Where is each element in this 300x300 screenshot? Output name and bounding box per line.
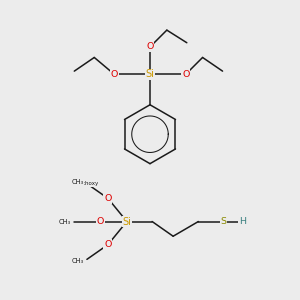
Text: CH₃: CH₃	[72, 259, 84, 265]
Text: O: O	[97, 217, 104, 226]
Text: S: S	[220, 217, 226, 226]
Text: O: O	[146, 42, 154, 51]
Text: O: O	[111, 70, 118, 79]
Text: O: O	[104, 240, 112, 249]
Text: CH₃: CH₃	[59, 218, 71, 224]
Text: H: H	[239, 217, 246, 226]
Text: O: O	[104, 194, 112, 203]
Text: O: O	[182, 70, 189, 79]
Text: Si: Si	[146, 69, 154, 79]
Text: CH₃: CH₃	[72, 178, 84, 184]
Text: Si: Si	[122, 217, 131, 226]
Text: methoxy: methoxy	[75, 181, 99, 186]
